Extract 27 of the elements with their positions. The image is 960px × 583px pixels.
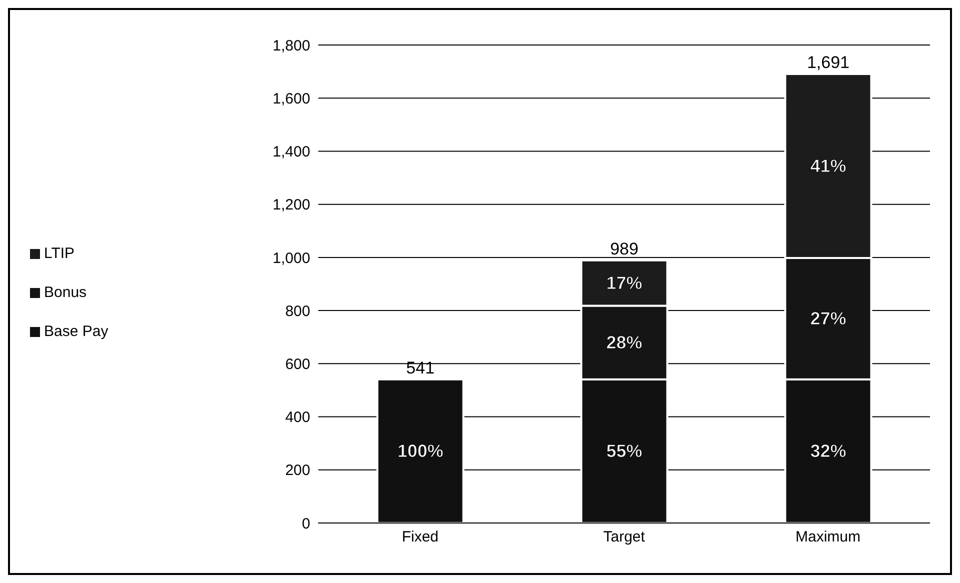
y-tick-label: 800 [285, 302, 310, 320]
y-tick-label: 1,400 [272, 144, 310, 161]
y-tick-label: 400 [285, 409, 310, 426]
annotation: 55% [606, 441, 642, 462]
y-tick-label: 0 [302, 515, 310, 532]
y-tick-label: 1,200 [272, 196, 310, 214]
legend-label: Bonus [44, 284, 87, 301]
annotation: 32% [810, 441, 846, 462]
annotation: 28% [606, 332, 642, 353]
y-tick-label: 600 [285, 356, 310, 373]
y-tick-label: 1,000 [272, 250, 310, 267]
legend-label: Base Pay [44, 323, 108, 340]
annotation: 100% [397, 441, 444, 462]
total-label: 1,691 [806, 52, 850, 72]
total-label: 541 [406, 358, 435, 378]
bar [376, 378, 464, 523]
x-tick-label: Target [603, 528, 646, 546]
annotation: 41% [810, 156, 846, 176]
annotation: 27% [810, 308, 846, 329]
x-tick-label: Fixed [402, 528, 439, 546]
y-tick-label: 1,800 [272, 37, 310, 54]
total-label: 989 [610, 239, 638, 258]
annotation: 17% [606, 273, 642, 294]
y-tick-label: 1,600 [272, 90, 310, 108]
x-tick-label: Maximum [796, 528, 861, 546]
y-tick-label: 200 [285, 462, 310, 480]
legend-label: LTIP [44, 245, 75, 262]
